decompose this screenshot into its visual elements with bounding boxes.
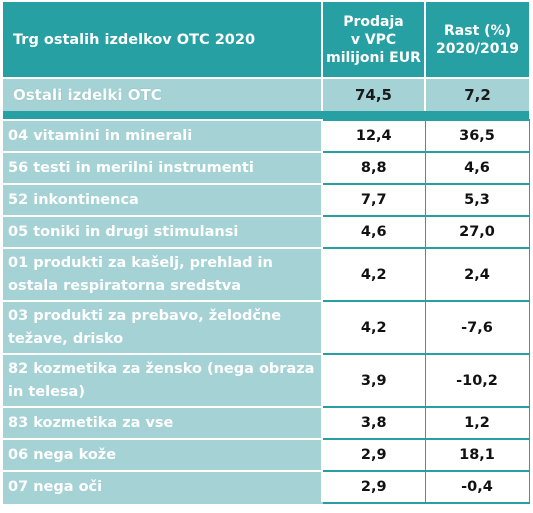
table-row: 04 vitamini in minerali 12,4 36,5 xyxy=(3,119,530,152)
row-growth: 4,6 xyxy=(424,151,530,184)
table-row: 06 nega kože 2,9 18,1 xyxy=(3,438,530,471)
row-label: 01 produkti za kašelj, prehlad in ostala… xyxy=(3,247,323,301)
row-sales: 3,8 xyxy=(321,406,425,439)
column-header-sales-line1: Prodaja xyxy=(343,13,404,30)
row-sales: 4,6 xyxy=(321,215,425,248)
column-header-growth-line2: 2020/2019 xyxy=(435,40,520,57)
column-header-sales-line3: milijoni EUR xyxy=(326,49,421,66)
column-header-growth: Rast (%) 2020/2019 xyxy=(425,2,529,78)
row-sales: 2,9 xyxy=(321,470,425,504)
row-growth: 18,1 xyxy=(424,438,530,471)
row-label: 83 kozmetika za vse xyxy=(3,406,323,439)
row-label: 04 vitamini in minerali xyxy=(3,119,323,152)
section-divider xyxy=(3,111,529,120)
table-row: 03 produkti za prebavo, želodčne težave,… xyxy=(3,300,530,354)
column-header-sales-line2: v VPC xyxy=(350,31,397,48)
summary-growth: 7,2 xyxy=(425,77,529,111)
table-row: 07 nega oči 2,9 -0,4 xyxy=(3,470,530,504)
table-row: 05 toniki in drugi stimulansi 4,6 27,0 xyxy=(3,215,530,248)
column-header-growth-line1: Rast (%) xyxy=(444,22,511,39)
row-growth: -7,6 xyxy=(424,300,530,354)
row-label: 07 nega oči xyxy=(3,470,323,504)
row-label: 82 kozmetika za žensko (nega obraza in t… xyxy=(3,353,323,407)
row-growth: 5,3 xyxy=(424,183,530,216)
row-label: 03 produkti za prebavo, želodčne težave,… xyxy=(3,300,323,354)
row-growth: -10,2 xyxy=(424,353,530,407)
table-row: 52 inkontinenca 7,7 5,3 xyxy=(3,183,530,216)
row-sales: 2,9 xyxy=(321,438,425,471)
table-title: Trg ostalih izdelkov OTC 2020 xyxy=(3,2,323,78)
row-label: 06 nega kože xyxy=(3,438,323,471)
row-growth: 1,2 xyxy=(424,406,530,439)
row-growth: 27,0 xyxy=(424,215,530,248)
table-row: 82 kozmetika za žensko (nega obraza in t… xyxy=(3,353,530,407)
column-header-sales: Prodaja v VPC milijoni EUR xyxy=(322,2,426,78)
otc-market-table: Trg ostalih izdelkov OTC 2020 Prodaja v … xyxy=(3,2,530,504)
row-sales: 12,4 xyxy=(321,119,425,152)
table-header-row: Trg ostalih izdelkov OTC 2020 Prodaja v … xyxy=(3,2,529,78)
row-growth: 2,4 xyxy=(424,247,530,301)
table-row: 83 kozmetika za vse 3,8 1,2 xyxy=(3,406,530,439)
table-row: 56 testi in merilni instrumenti 8,8 4,6 xyxy=(3,151,530,184)
row-growth: -0,4 xyxy=(424,470,530,504)
row-label: 52 inkontinenca xyxy=(3,183,323,216)
row-growth: 36,5 xyxy=(424,119,530,152)
row-sales: 7,7 xyxy=(321,183,425,216)
row-sales: 4,2 xyxy=(321,300,425,354)
summary-label: Ostali izdelki OTC xyxy=(3,77,323,111)
row-sales: 3,9 xyxy=(321,353,425,407)
row-label: 05 toniki in drugi stimulansi xyxy=(3,215,323,248)
summary-sales: 74,5 xyxy=(322,77,426,111)
table-row: 01 produkti za kašelj, prehlad in ostala… xyxy=(3,247,530,301)
row-label: 56 testi in merilni instrumenti xyxy=(3,151,323,184)
row-sales: 4,2 xyxy=(321,247,425,301)
row-sales: 8,8 xyxy=(321,151,425,184)
summary-row: Ostali izdelki OTC 74,5 7,2 xyxy=(3,77,529,111)
